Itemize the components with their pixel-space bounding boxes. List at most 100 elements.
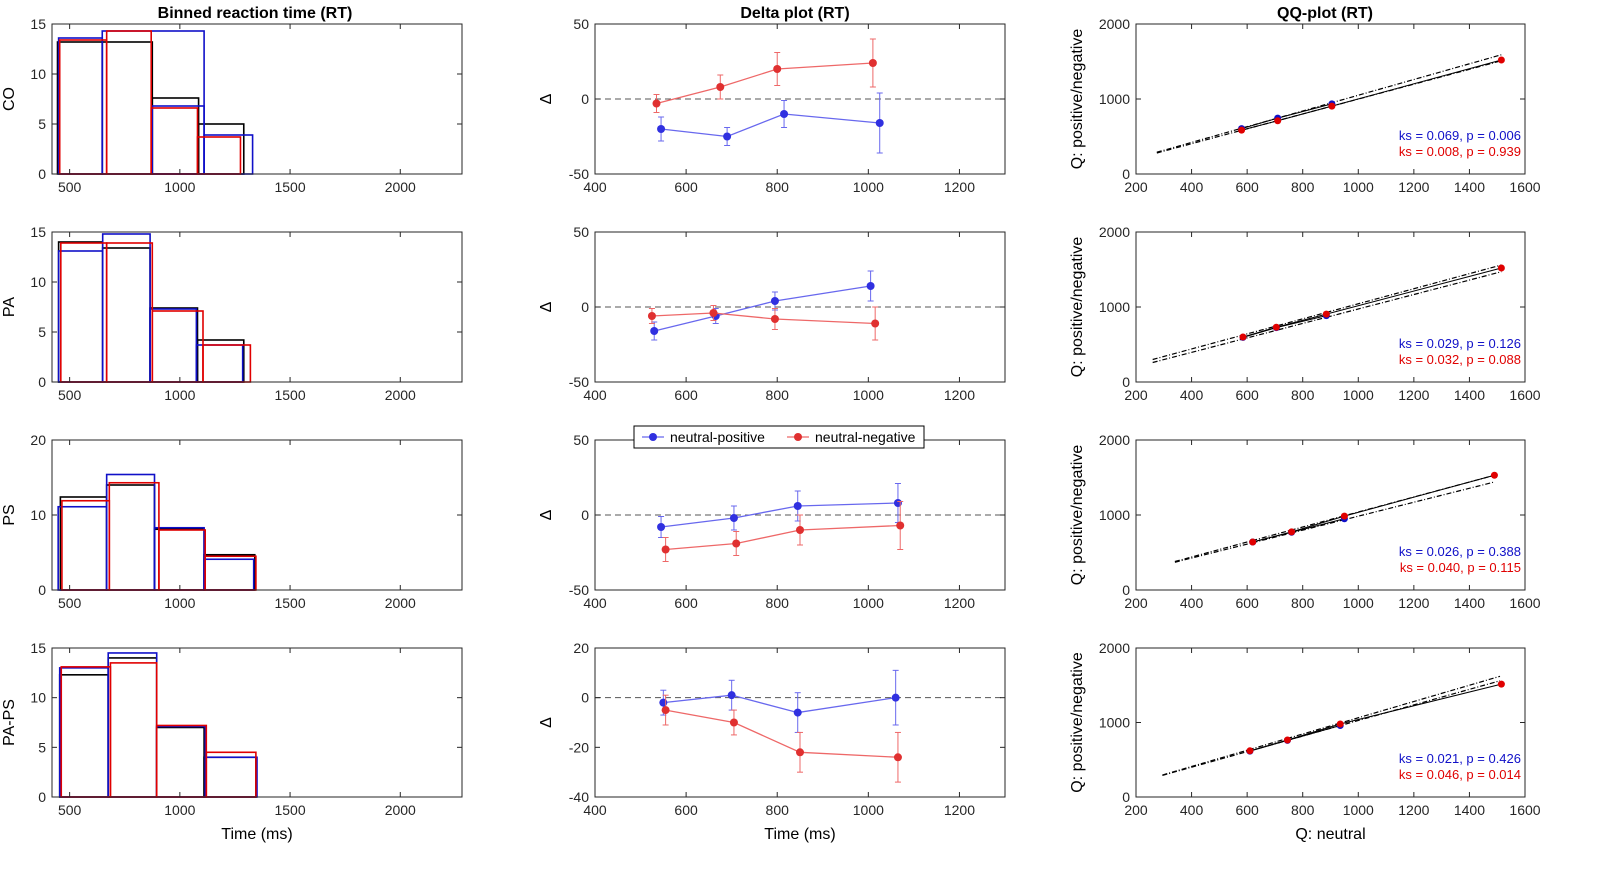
x-tick-label: 400 bbox=[583, 802, 607, 818]
y-tick-label: 2000 bbox=[1099, 224, 1130, 240]
y-tick-label: 15 bbox=[30, 224, 46, 240]
y-tick-label: 5 bbox=[38, 116, 46, 132]
y-axis-label: CO bbox=[1, 87, 18, 111]
delta-point-neutral-negative bbox=[796, 748, 804, 757]
delta-point-neutral-positive bbox=[657, 523, 666, 531]
qq-point-neutral-negative bbox=[1239, 333, 1247, 341]
y-tick-label: 2000 bbox=[1099, 432, 1130, 448]
x-tick-label: 800 bbox=[1291, 802, 1315, 818]
y-tick-label: 2000 bbox=[1099, 16, 1130, 32]
delta-point-neutral-negative bbox=[796, 526, 804, 534]
delta-point-neutral-negative bbox=[732, 539, 741, 548]
x-tick-label: 1500 bbox=[274, 802, 305, 818]
plot-area bbox=[52, 232, 462, 382]
x-tick-label: 1200 bbox=[1398, 595, 1429, 611]
x-tick-label: 500 bbox=[58, 179, 82, 195]
qq-point-neutral-negative bbox=[1274, 117, 1282, 125]
qq-point-neutral-negative bbox=[1497, 680, 1505, 688]
y-tick-label: -40 bbox=[569, 789, 589, 805]
y-tick-label: 1000 bbox=[1099, 715, 1130, 731]
y-tick-label: 0 bbox=[1122, 166, 1130, 182]
qq-point-neutral-negative bbox=[1340, 512, 1348, 520]
y-tick-label: 10 bbox=[30, 274, 46, 290]
y-tick-label: 0 bbox=[38, 789, 46, 805]
panel-3-1: 400 600 800 1000 1200 -40 -20 0 20 Δ Time (ms) bbox=[538, 640, 1006, 843]
x-tick-label: 400 bbox=[1180, 595, 1204, 611]
delta-point-neutral-negative bbox=[716, 83, 725, 91]
delta-point-neutral-negative bbox=[773, 65, 782, 73]
x-tick-label: 600 bbox=[674, 387, 698, 403]
delta-point-neutral-positive bbox=[659, 698, 668, 707]
plot-area bbox=[1136, 232, 1525, 382]
x-tick-label: 1000 bbox=[853, 595, 884, 611]
x-tick-label: 1200 bbox=[1398, 179, 1429, 195]
y-tick-label: 0 bbox=[581, 507, 589, 523]
x-tick-label: 1200 bbox=[944, 179, 975, 195]
y-tick-label: 10 bbox=[30, 690, 46, 706]
qq-reference-line bbox=[1162, 680, 1501, 776]
x-tick-label: 400 bbox=[1180, 387, 1204, 403]
x-tick-label: 800 bbox=[1291, 387, 1315, 403]
panel-0-0: 500 1000 1500 2000 0 5 10 15 CO bbox=[1, 16, 463, 195]
x-tick-label: 1200 bbox=[1398, 802, 1429, 818]
qq-point-neutral-negative bbox=[1328, 102, 1336, 110]
qq-point-neutral-negative bbox=[1497, 56, 1505, 64]
qq-line-neutral-negative bbox=[1249, 683, 1502, 752]
y-tick-label: 0 bbox=[1122, 582, 1130, 598]
y-tick-label: 0 bbox=[38, 374, 46, 390]
delta-point-neutral-negative bbox=[729, 718, 738, 727]
delta-point-neutral-positive bbox=[729, 514, 738, 522]
delta-line-neutral-positive bbox=[660, 113, 880, 138]
x-tick-label: 1600 bbox=[1509, 595, 1540, 611]
x-tick-label: 800 bbox=[1291, 179, 1315, 195]
x-tick-label: 800 bbox=[766, 387, 790, 403]
delta-line-neutral-positive bbox=[654, 285, 871, 332]
ks-stat-label: ks = 0.026, p = 0.388 bbox=[1399, 544, 1521, 559]
ks-stat-label: ks = 0.046, p = 0.014 bbox=[1399, 767, 1521, 782]
x-axis-label: Q: neutral bbox=[1295, 826, 1365, 843]
y-tick-label: 20 bbox=[573, 640, 589, 656]
y-axis-label: Q: positive/negative bbox=[1069, 237, 1086, 378]
legend-label-positive: neutral-positive bbox=[670, 429, 765, 445]
x-tick-label: 1500 bbox=[274, 179, 305, 195]
y-tick-label: -50 bbox=[569, 582, 589, 598]
legend-label-negative: neutral-negative bbox=[815, 429, 916, 445]
x-tick-label: 800 bbox=[766, 595, 790, 611]
delta-point-neutral-positive bbox=[893, 499, 902, 507]
plot-area bbox=[1136, 648, 1525, 797]
x-tick-label: 800 bbox=[1291, 595, 1315, 611]
y-tick-label: 10 bbox=[30, 66, 46, 82]
panel-2-0: 500 1000 1500 2000 0 10 20 PS bbox=[1, 432, 463, 611]
x-tick-label: 1500 bbox=[274, 595, 305, 611]
y-tick-label: 20 bbox=[30, 432, 46, 448]
qq-line-neutral-negative bbox=[1252, 474, 1495, 543]
legend-marker-blue bbox=[649, 433, 657, 441]
plot-area bbox=[1136, 24, 1525, 174]
delta-point-neutral-positive bbox=[650, 327, 659, 335]
delta-point-neutral-positive bbox=[891, 693, 900, 702]
qq-point-neutral-negative bbox=[1272, 323, 1280, 331]
y-axis-label: Q: positive/negative bbox=[1069, 652, 1086, 793]
y-tick-label: 0 bbox=[1122, 374, 1130, 390]
delta-point-neutral-negative bbox=[652, 99, 661, 108]
axes-box bbox=[51, 231, 463, 383]
x-tick-label: 600 bbox=[674, 179, 698, 195]
plot-area bbox=[1136, 440, 1525, 590]
ks-stat-label: ks = 0.029, p = 0.126 bbox=[1399, 336, 1521, 351]
x-tick-label: 600 bbox=[1235, 387, 1259, 403]
x-tick-label: 200 bbox=[1124, 802, 1148, 818]
plot-area bbox=[52, 440, 462, 590]
y-tick-label: 5 bbox=[38, 324, 46, 340]
x-tick-label: 600 bbox=[1235, 179, 1259, 195]
axes-box bbox=[594, 647, 1006, 798]
x-tick-label: 1000 bbox=[164, 802, 195, 818]
y-axis-label: PA-PS bbox=[1, 699, 18, 746]
qq-line-neutral-negative bbox=[1242, 267, 1502, 338]
col-title-delta: Delta plot (RT) bbox=[740, 5, 849, 22]
qq-point-neutral-negative bbox=[1249, 538, 1257, 546]
y-tick-label: 5 bbox=[38, 739, 46, 755]
y-tick-label: 0 bbox=[581, 299, 589, 315]
delta-point-neutral-negative bbox=[893, 753, 902, 762]
x-axis-label: Time (ms) bbox=[764, 826, 835, 843]
